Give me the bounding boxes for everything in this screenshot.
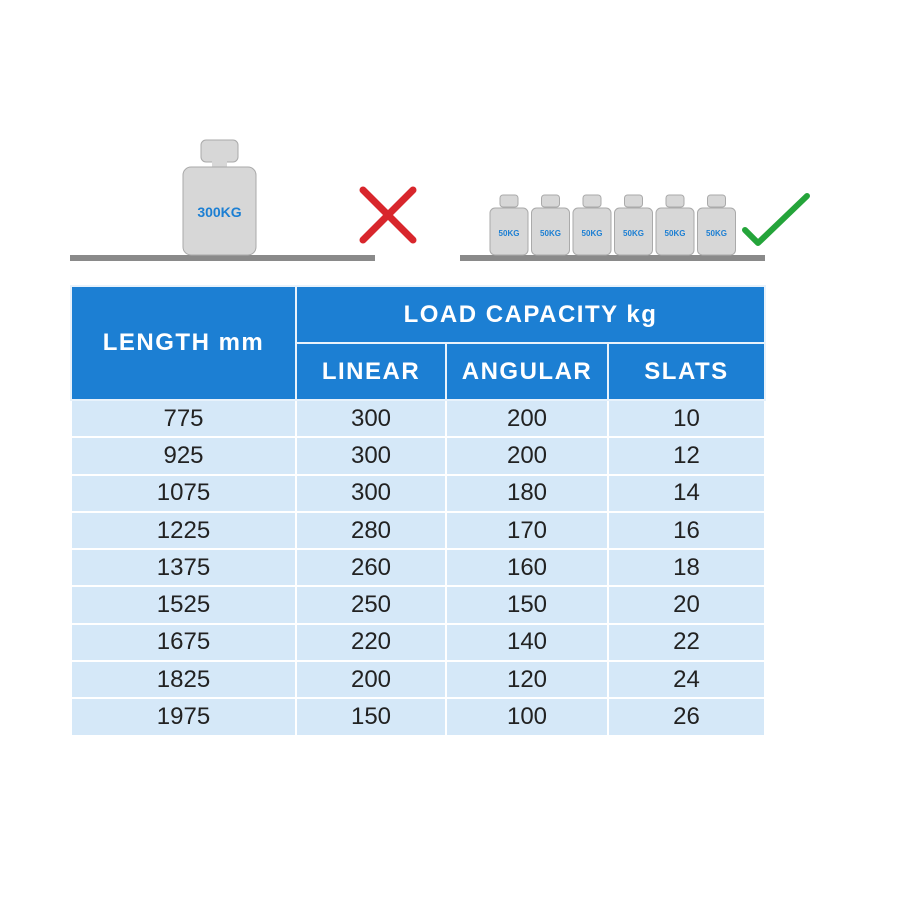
check-icon	[742, 193, 810, 246]
table-cell: 300	[295, 398, 447, 439]
table-cell: 1825	[70, 660, 297, 700]
table-cell: 120	[445, 660, 609, 700]
table-cell: 150	[295, 697, 447, 737]
table-cell: 16	[607, 510, 766, 551]
small-weights: 50KG 50KG 50KG 50KG 50KG 50KG	[489, 194, 736, 256]
table-cell: 10	[607, 398, 766, 439]
weight-handle	[541, 194, 560, 208]
weight-label: 50KG	[623, 229, 644, 238]
table-cell: 300	[295, 436, 447, 476]
table-row: 775 300 200 10	[70, 398, 766, 439]
small-weight: 50KG	[489, 194, 529, 256]
table-row: 1075 300 180 14	[70, 473, 766, 513]
table-cell: 250	[295, 585, 447, 625]
column-header: SLATS	[607, 342, 766, 401]
table-cell: 200	[445, 398, 609, 439]
table-cell: 260	[295, 548, 447, 588]
column-header: ANGULAR	[445, 342, 609, 401]
table-cell: 160	[445, 548, 609, 588]
weight-label: 50KG	[540, 229, 561, 238]
table-row: 1975 150 100 26	[70, 697, 766, 737]
table-cell: 170	[445, 510, 609, 551]
table-row: 1825 200 120 24	[70, 660, 766, 700]
weight-label: 50KG	[706, 229, 727, 238]
weight-body	[655, 207, 695, 256]
table-cell: 22	[607, 622, 766, 663]
big-weight: 300KG	[182, 139, 257, 256]
table-row: 1375 260 160 18	[70, 548, 766, 588]
table-cell: 12	[607, 436, 766, 476]
ground-line	[460, 255, 765, 261]
weight-label: 50KG	[665, 229, 686, 238]
table-cell: 26	[607, 697, 766, 737]
weight-handle	[665, 194, 685, 208]
small-weight: 50KG	[614, 194, 653, 256]
table-cell: 150	[445, 585, 609, 625]
table-cell: 1075	[70, 473, 297, 513]
table-row: 1525 250 150 20	[70, 585, 766, 625]
weight-body	[531, 207, 570, 256]
weight-label: 300KG	[197, 204, 241, 220]
table-cell: 200	[295, 660, 447, 700]
table-cell: 180	[445, 473, 609, 513]
table-cell: 1975	[70, 697, 297, 737]
header-row: LINEAR ANGULAR SLATS	[71, 342, 766, 401]
table-cell: 925	[70, 436, 297, 476]
table-cell: 20	[607, 585, 766, 625]
table-cell: 280	[295, 510, 447, 551]
table-cell: 300	[295, 473, 447, 513]
table-cell: 14	[607, 473, 766, 513]
table-cell: 1225	[70, 510, 297, 551]
illustration: 300KG 50KG 50KG 50KG 50KG 50KG 50KG	[70, 139, 810, 261]
small-weight: 50KG	[572, 194, 612, 256]
weight-handle	[582, 194, 602, 208]
small-weight: 50KG	[655, 194, 695, 256]
weight-handle	[499, 194, 519, 208]
table-row: 1225 280 170 16	[70, 510, 766, 551]
table-cell: 220	[295, 622, 447, 663]
length-header: LENGTH mm	[70, 285, 297, 401]
header-row: LENGTH mm LOAD CAPACITY kg	[70, 285, 766, 401]
weight-body	[572, 207, 612, 256]
weight-handle	[624, 194, 643, 208]
weight-body	[614, 207, 653, 256]
small-weight: 50KG	[531, 194, 570, 256]
group-header: LOAD CAPACITY kg	[295, 285, 766, 344]
weight-label: 50KG	[582, 229, 603, 238]
table-row: 1675 220 140 22	[70, 622, 766, 663]
table-cell: 18	[607, 548, 766, 588]
table-cell: 775	[70, 398, 297, 439]
table-cell: 100	[445, 697, 609, 737]
table-cell: 1525	[70, 585, 297, 625]
table-cell: 1375	[70, 548, 297, 588]
ground-line	[70, 255, 375, 261]
table-cell: 1675	[70, 622, 297, 663]
weight-body	[697, 207, 736, 256]
table-row: 925 300 200 12	[70, 436, 766, 476]
table-cell: 200	[445, 436, 609, 476]
weight-body	[489, 207, 529, 256]
table-cell: 140	[445, 622, 609, 663]
weight-handle	[707, 194, 726, 208]
small-weight: 50KG	[697, 194, 736, 256]
table-cell: 24	[607, 660, 766, 700]
cross-icon	[359, 186, 417, 244]
weight-label: 50KG	[499, 229, 520, 238]
load-table: LENGTH mm LOAD CAPACITY kg LINEAR ANGULAR SL…	[70, 285, 766, 737]
column-header: LINEAR	[295, 342, 447, 401]
